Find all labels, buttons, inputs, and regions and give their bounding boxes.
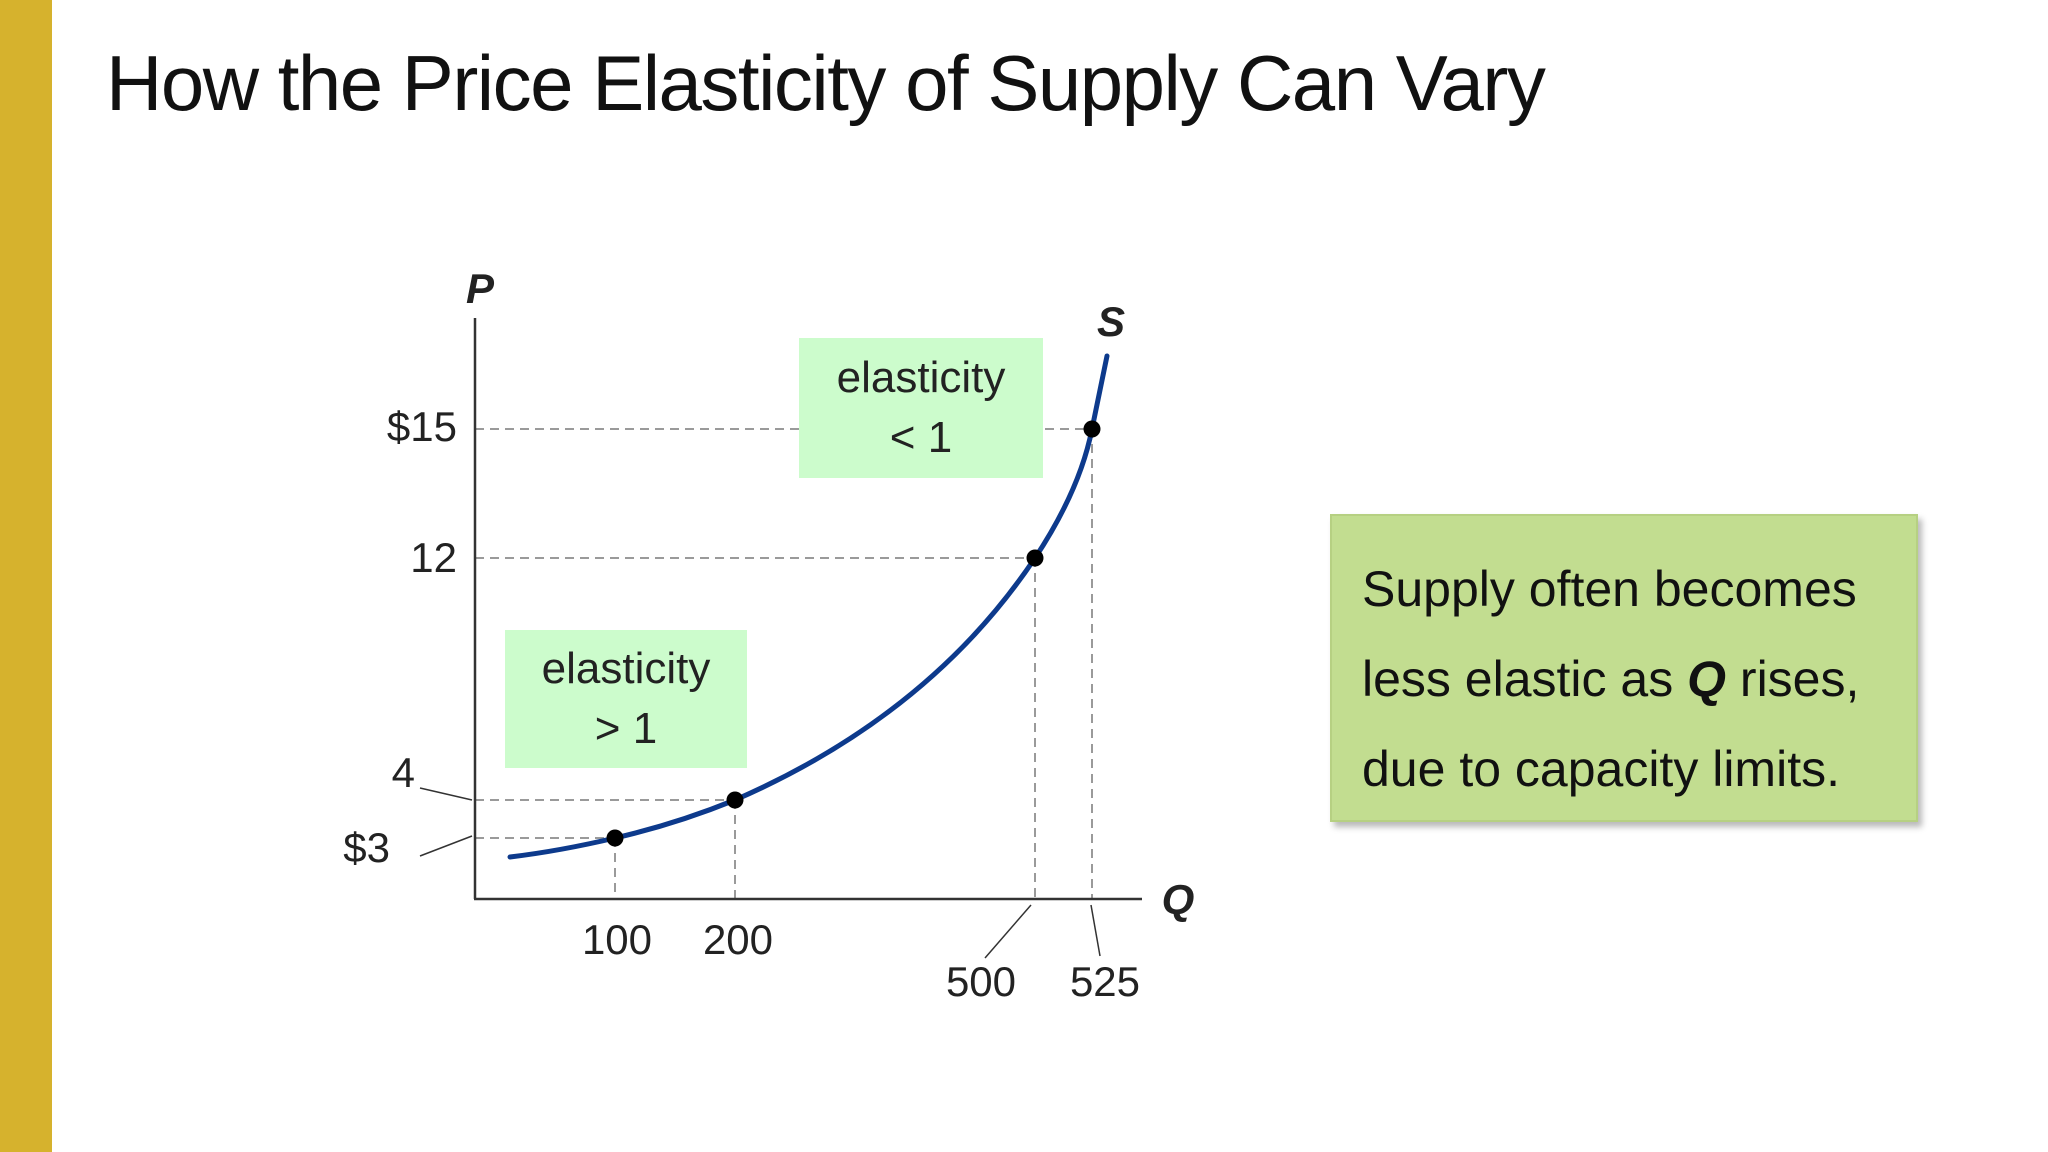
x-tick-label: 200 xyxy=(703,916,773,963)
data-points xyxy=(606,420,1101,847)
note-line-3: due to capacity limits. xyxy=(1362,741,1840,797)
note-line-2-start: less elastic as xyxy=(1362,651,1688,707)
insight-note: Supply often becomes less elastic as Q r… xyxy=(1330,514,1918,822)
y-tick-label: $3 xyxy=(343,824,390,871)
note-line-2-end: rises, xyxy=(1726,651,1860,707)
annotation-elastic-line2: > 1 xyxy=(595,704,657,753)
y-tick-label: 4 xyxy=(392,749,415,796)
tick-leader-line xyxy=(419,835,473,857)
annotation-elastic: elasticity > 1 xyxy=(505,630,747,768)
x-tick-label: 100 xyxy=(582,916,652,963)
annotation-elastic-line1: elasticity xyxy=(542,644,711,693)
x-tick-label: 500 xyxy=(946,958,1016,1005)
slide-accent-bar xyxy=(0,0,52,1152)
tick-labels: $34 12 $15 100 200 500 525 xyxy=(343,403,1140,1005)
tick-leader-line xyxy=(984,904,1032,959)
tick-leader-line xyxy=(419,787,473,801)
note-line-1: Supply often becomes xyxy=(1362,561,1857,617)
y-tick-label: 12 xyxy=(410,534,457,581)
annotation-inelastic-line1: elasticity xyxy=(837,353,1006,402)
annotation-inelastic: elasticity < 1 xyxy=(799,338,1043,478)
note-line-2-bold: Q xyxy=(1687,651,1727,707)
supply-point xyxy=(1083,420,1101,438)
tick-leader-line xyxy=(1090,904,1101,957)
note-line-2: less elastic as Q rises, xyxy=(1362,634,1896,724)
x-axis-label: Q xyxy=(1162,876,1195,924)
x-tick-label: 525 xyxy=(1070,958,1140,1005)
supply-point xyxy=(606,829,624,847)
supply-curve-label: S xyxy=(1097,298,1125,345)
supply-point xyxy=(726,791,744,809)
slide-title: How the Price Elasticity of Supply Can V… xyxy=(106,39,1546,127)
y-axis-label: P xyxy=(466,265,495,312)
supply-point xyxy=(1026,549,1044,567)
y-tick-label: $15 xyxy=(387,403,457,450)
annotation-inelastic-line2: < 1 xyxy=(890,413,952,462)
